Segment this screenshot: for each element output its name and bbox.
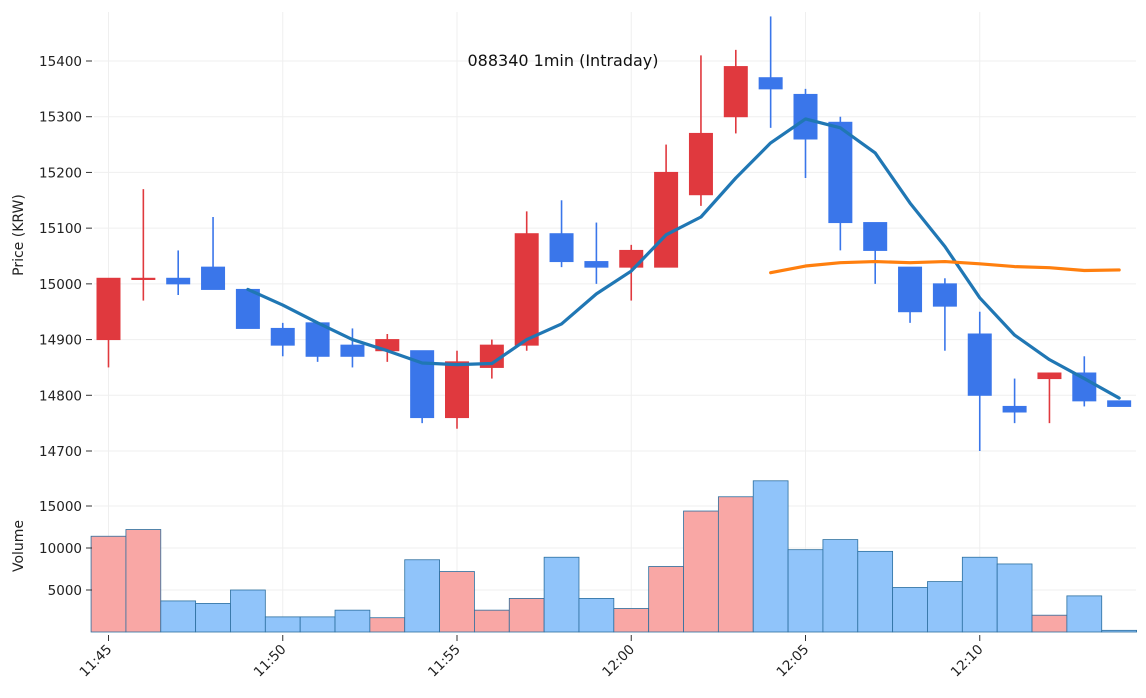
volume-bar: [195, 603, 231, 633]
candle-body: [340, 344, 365, 357]
volume-bar: [717, 496, 754, 633]
volume-bar: [892, 587, 928, 633]
candle-body: [201, 266, 226, 290]
price-tick-label: 15000: [39, 277, 82, 293]
volume-bar: [230, 589, 266, 633]
volume-bar: [613, 608, 650, 633]
volume-bar: [264, 616, 301, 633]
volume-bar: [752, 480, 789, 633]
candle-body: [549, 233, 574, 263]
long-moving-average-line: [769, 259, 1121, 275]
candle-body: [654, 171, 679, 268]
x-tick-label: 11:50: [251, 642, 290, 681]
candle-body: [758, 77, 783, 90]
volume-bar: [90, 535, 127, 633]
x-tick-label: 11:45: [77, 642, 116, 681]
volume-bar: [961, 556, 998, 633]
chart-title: 088340 1min (Intraday): [467, 51, 658, 70]
volume-bar: [404, 559, 440, 633]
volume-bar: [683, 510, 719, 633]
volume-bar: [508, 598, 545, 633]
volume-tick-label: 10000: [39, 541, 82, 557]
volume-bar: [299, 616, 336, 633]
candle-body: [270, 327, 295, 346]
volume-bar: [648, 566, 684, 633]
candle-body: [584, 261, 609, 268]
volume-axis-label: Volume: [11, 520, 27, 572]
volume-bar: [125, 529, 162, 633]
candle-body: [898, 266, 923, 313]
candle-body: [96, 277, 121, 341]
candle-body: [166, 277, 191, 285]
price-tick-label: 14900: [39, 333, 82, 349]
price-tick-label: 15400: [39, 54, 82, 70]
volume-bars: [90, 480, 1137, 633]
short-moving-average-line: [246, 117, 1121, 400]
volume-bar: [369, 617, 406, 633]
volume-bar: [927, 581, 963, 633]
price-tick-label: 15300: [39, 110, 82, 126]
candle-body: [410, 350, 435, 419]
price-tick-label: 14700: [39, 444, 82, 460]
candle-body: [131, 277, 156, 280]
volume-bar: [160, 600, 197, 633]
x-tick-label: 11:55: [425, 642, 464, 681]
price-tick-label: 14800: [39, 388, 82, 404]
volume-tick-label: 15000: [39, 499, 82, 515]
candle-body: [514, 233, 539, 346]
volume-bar: [1031, 614, 1068, 633]
volume-tick-label: 5000: [48, 583, 82, 599]
candle-body: [1037, 372, 1062, 380]
volume-bar: [439, 571, 475, 633]
volume-bar: [1066, 595, 1103, 633]
price-tick-label: 15200: [39, 165, 82, 181]
volume-bar: [1101, 629, 1137, 633]
price-axis-label: Price (KRW): [11, 194, 27, 276]
candle-body: [1002, 405, 1027, 413]
x-tick-label: 12:10: [948, 642, 987, 681]
candle-body: [828, 121, 853, 224]
volume-bar: [822, 539, 859, 633]
volume-bar: [787, 549, 824, 633]
candles: [96, 16, 1132, 451]
volume-bar: [996, 563, 1033, 633]
price-tick-label: 15100: [39, 221, 82, 237]
moving-averages: [246, 117, 1121, 400]
candle-body: [967, 333, 992, 396]
candle-body: [863, 222, 888, 251]
candle-body: [235, 288, 260, 329]
candle-body: [793, 93, 818, 140]
candle-body: [445, 361, 469, 419]
volume-bar: [474, 609, 510, 633]
candle-body: [688, 132, 713, 196]
volume-bar: [543, 556, 580, 633]
volume-bar: [857, 550, 894, 633]
x-tick-label: 12:05: [774, 642, 813, 681]
candle-body: [1107, 400, 1132, 407]
x-tick-label: 12:00: [599, 642, 638, 681]
volume-bar: [334, 609, 371, 633]
candle-body: [723, 66, 748, 118]
volume-bar: [578, 598, 615, 633]
candle-body: [932, 283, 957, 307]
